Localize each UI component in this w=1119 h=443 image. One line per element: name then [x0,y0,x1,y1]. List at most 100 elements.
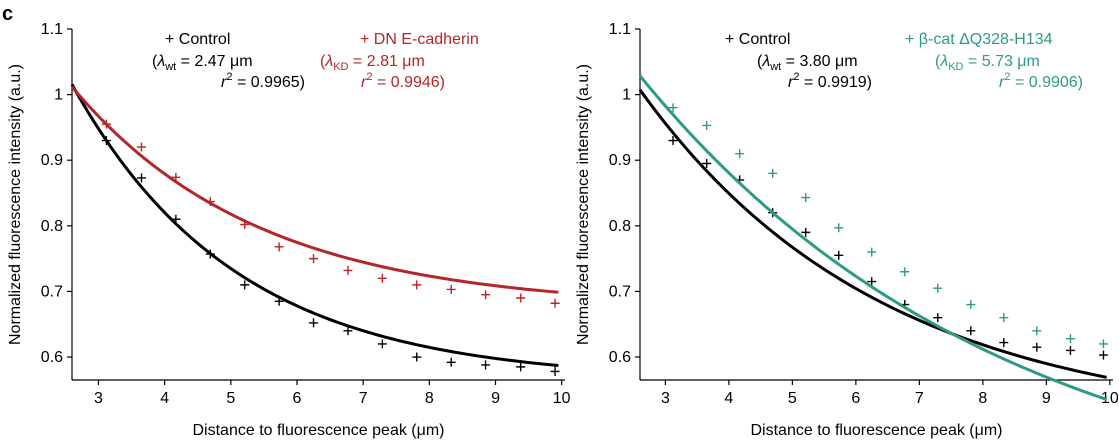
data-point [136,173,146,183]
y-tick-label: 0.8 [609,218,631,235]
y-tick-label: 1.1 [609,21,631,38]
data-point [240,280,250,290]
data-point [205,197,215,207]
data-point [550,366,560,376]
data-point [412,352,422,362]
data-point [966,300,976,310]
legend-lambda: (λwt = 3.80 μm [757,53,858,73]
data-point [309,254,319,264]
data-point [1032,326,1042,336]
data-point [933,283,943,293]
data-point [933,313,943,323]
y-tick-label: 0.9 [609,152,631,169]
y-tick-label: 1.1 [41,21,63,38]
x-axis-title: Distance to fluorescence peak (μm) [193,422,445,439]
legend-r2: r2 = 0.9906) [999,71,1083,91]
legend-entry: + Control [725,31,790,48]
data-point [205,249,215,259]
fit-curve [638,74,1108,401]
x-tick-label: 10 [553,390,571,407]
data-point [668,103,678,113]
data-point [240,220,250,230]
x-tick-label: 8 [978,390,987,407]
x-tick-label: 7 [359,390,368,407]
data-point [702,158,712,168]
data-point [867,277,877,287]
x-tick-label: 10 [1101,390,1119,407]
y-tick-label: 0.8 [41,218,63,235]
data-point [101,136,111,146]
chart-panel-left: 3 4 5 6 7 8 9 10 0.6 0.7 0.8 0.9 1 1.1 Distance to flu… [7,21,571,439]
series-control [70,83,560,376]
data-point [343,326,353,336]
y-tick-label: 0.7 [609,283,631,300]
chart-panel-right: 3 4 5 6 7 8 9 10 0.6 0.7 0.8 0.9 1 1.1 Distance to flu… [575,21,1119,439]
data-point [446,357,456,367]
x-tick-label: 6 [293,390,302,407]
x-tick-label: 7 [915,390,924,407]
legend-r2: r2 = 0.9919) [788,71,872,91]
data-point [446,284,456,294]
legend-lambda: (λKD = 5.73 μm [935,53,1040,73]
data-point [834,223,844,233]
data-point [735,149,745,159]
data-point [801,193,811,203]
x-tick-label: 5 [226,390,235,407]
data-point [801,227,811,237]
data-point [377,339,387,349]
fit-curve [70,85,559,294]
data-point [702,120,712,130]
data-point [136,142,146,152]
y-axis-title: Normalized fluorescence intensity (a.u.) [7,64,24,345]
data-point [274,296,284,306]
legend-r2: r2 = 0.9965) [221,71,305,91]
x-tick-label: 6 [851,390,860,407]
data-point [1098,350,1108,360]
series--cat-q328-h134 [638,74,1108,401]
data-point [966,326,976,336]
y-tick-label: 0.7 [41,283,63,300]
data-point [101,119,111,129]
legend-entry: + Control [165,31,230,48]
y-tick-label: 0.9 [41,152,63,169]
y-tick-label: 1 [54,87,63,104]
x-tick-label: 4 [160,390,169,407]
x-tick-label: 9 [1042,390,1051,407]
data-point [516,362,526,372]
series-dn-e-cadherin [70,85,560,308]
x-tick-label: 9 [491,390,500,407]
data-point [412,280,422,290]
y-tick-label: 1 [622,87,631,104]
legend-r2: r2 = 0.9946) [361,71,445,91]
data-point [481,290,491,300]
data-point [1065,345,1075,355]
data-point [550,298,560,308]
x-tick-label: 4 [724,390,733,407]
data-point [343,265,353,275]
data-point [1032,342,1042,352]
series-control [638,88,1108,379]
y-tick-label: 0.6 [41,349,63,366]
data-point [834,250,844,260]
data-point [274,242,284,252]
x-axis-title: Distance to fluorescence peak (μm) [751,422,1003,439]
data-point [171,214,181,224]
fit-curve [70,83,559,368]
y-axis-title: Normalized fluorescence intensity (a.u.) [575,64,592,345]
x-tick-label: 5 [788,390,797,407]
y-tick-label: 0.6 [609,349,631,366]
data-point [171,172,181,182]
panel-label: c [2,3,13,25]
x-tick-label: 3 [94,390,103,407]
legend-entry: + β-cat ΔQ328-H134 [905,31,1053,48]
data-point [1065,334,1075,344]
data-point [377,273,387,283]
data-point [481,360,491,370]
legend-entry: + DN E-cadherin [360,31,479,48]
data-point [867,247,877,257]
data-point [1098,339,1108,349]
data-point [516,293,526,303]
legend-lambda: (λwt = 2.47 μm [152,53,253,73]
legend-lambda: (λKD = 2.81 μm [320,53,425,73]
data-point [768,168,778,178]
